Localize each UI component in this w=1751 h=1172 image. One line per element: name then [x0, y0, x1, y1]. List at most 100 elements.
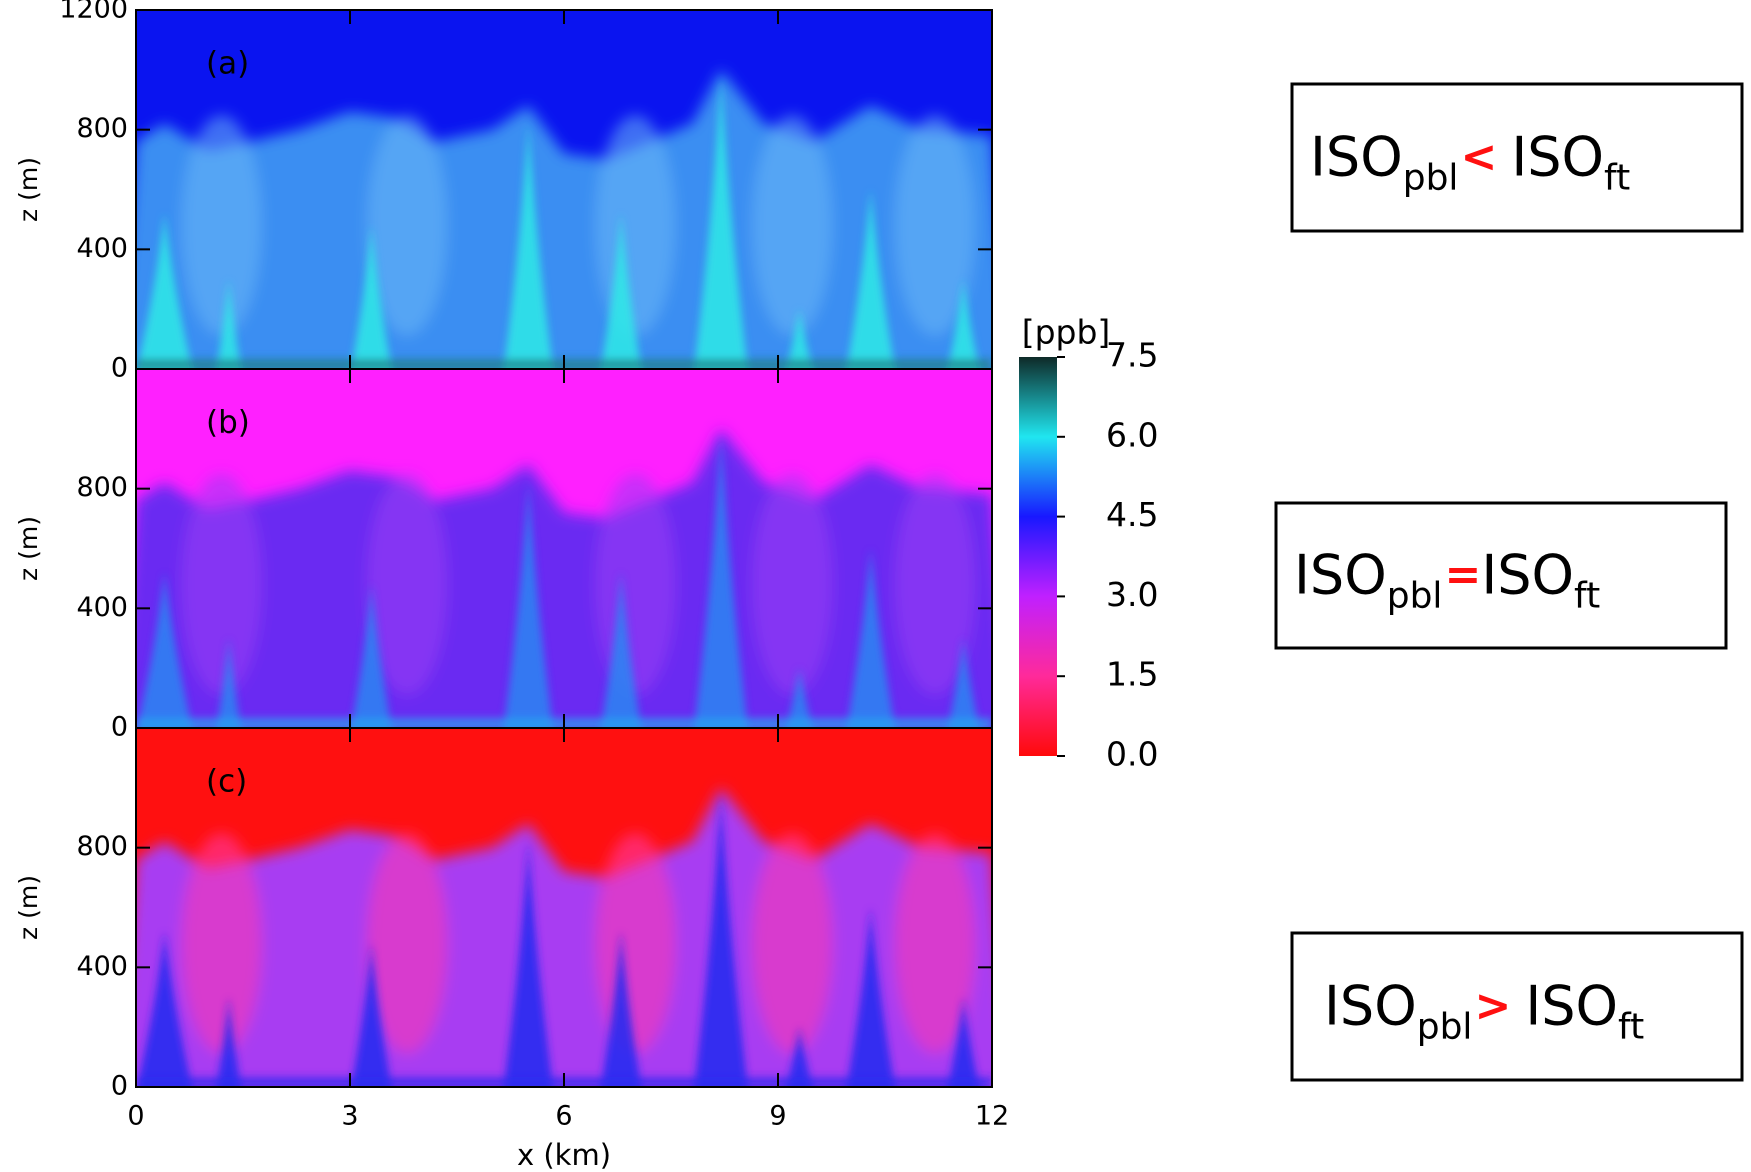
plume: [846, 548, 895, 728]
heatmap-field: [136, 728, 992, 1087]
y-tick-label: 0: [111, 353, 128, 384]
field-patch: [595, 833, 676, 1054]
box-text: ISOpbl=ISOft: [1294, 544, 1600, 617]
operator: >: [1474, 981, 1511, 1032]
plume: [786, 668, 813, 728]
colorbar-tick-label: 7.5: [1106, 336, 1158, 375]
field-patch: [367, 115, 448, 336]
iso-text: ISO: [1310, 126, 1403, 189]
plume: [136, 572, 193, 728]
y-tick-label: 1200: [59, 0, 128, 25]
field-patch: [752, 115, 833, 336]
y-tick-label: 0: [111, 712, 128, 743]
colorbar: [1019, 357, 1057, 756]
operator: =: [1444, 550, 1481, 601]
iso-text: ISO: [1525, 975, 1618, 1038]
iso-text: ISO: [1294, 544, 1387, 607]
annotation-box: ISOpbl=ISOft: [1274, 501, 1728, 650]
subscript: ft: [1604, 158, 1630, 199]
plume: [846, 907, 895, 1087]
field-patch: [595, 115, 676, 336]
subscript: ft: [1618, 1007, 1644, 1048]
y-axis-title: z (m): [14, 875, 43, 940]
plume: [136, 931, 193, 1087]
heatmap-field: [136, 369, 992, 728]
y-tick-label: 800: [76, 472, 128, 503]
panel-label: (a): [206, 46, 249, 82]
plume: [786, 1027, 813, 1087]
subscript: ft: [1574, 576, 1600, 617]
plume: [136, 213, 193, 369]
field-patch: [181, 115, 262, 336]
y-tick-label: 0: [111, 1071, 128, 1102]
plume: [351, 943, 392, 1087]
panel-label: (c): [206, 764, 247, 800]
field-patch: [894, 833, 975, 1054]
x-tick-label: 12: [975, 1101, 1009, 1132]
y-tick-label: 800: [76, 831, 128, 862]
plume: [600, 931, 642, 1087]
plume: [351, 225, 392, 369]
heatmap-field: [136, 10, 992, 369]
plume: [694, 793, 748, 1087]
x-tick-label: 9: [769, 1101, 786, 1132]
x-axis-title: x (km): [517, 1138, 611, 1172]
subscript: pbl: [1417, 1007, 1473, 1048]
colorbar-tick-label: 3.0: [1106, 575, 1158, 614]
y-tick-label: 400: [76, 951, 128, 982]
plume: [947, 279, 980, 369]
colorbar-tick-label: 6.0: [1106, 415, 1158, 454]
plumes: [136, 75, 992, 369]
field-patch: [752, 474, 833, 695]
plume: [600, 213, 642, 369]
subscript: pbl: [1387, 576, 1443, 617]
x-tick-label: 3: [341, 1101, 358, 1132]
panel-label: (b): [206, 405, 250, 441]
x-tick-label: 0: [127, 1101, 144, 1132]
box-frame: [1290, 931, 1744, 1082]
plume: [351, 584, 392, 728]
annotation-box: ISOpbl< ISOft: [1290, 82, 1744, 233]
y-axis-title: z (m): [14, 516, 43, 581]
iso-text: ISO: [1324, 975, 1417, 1038]
colorbar-tick-label: 1.5: [1106, 655, 1158, 694]
y-axis-title: z (m): [14, 157, 43, 222]
plume: [600, 572, 642, 728]
colorbar-tick-label: 0.0: [1106, 735, 1158, 774]
y-tick-label: 400: [76, 233, 128, 264]
iso-text: ISO: [1511, 126, 1604, 189]
colorbar-title: [ppb]: [1022, 313, 1111, 352]
iso-text: ISO: [1481, 544, 1574, 607]
box-text: ISOpbl< ISOft: [1310, 126, 1630, 199]
field-patch: [595, 474, 676, 695]
plume: [503, 841, 553, 1087]
field-patch: [894, 474, 975, 695]
plume: [694, 75, 748, 369]
plume: [846, 189, 895, 369]
y-tick-label: 800: [76, 113, 128, 144]
boundary-layer: [136, 787, 992, 1087]
y-tick-label: 400: [76, 592, 128, 623]
field-patch: [894, 115, 975, 336]
plume: [503, 482, 553, 728]
field-patch: [367, 833, 448, 1054]
plume: [216, 279, 241, 369]
field-patch: [181, 833, 262, 1054]
field-patch: [181, 474, 262, 695]
plume: [216, 638, 241, 728]
plume: [947, 997, 980, 1087]
colorbar-tick-label: 4.5: [1106, 495, 1158, 534]
field-patch: [752, 833, 833, 1054]
field-patch: [367, 474, 448, 695]
plume: [786, 309, 813, 369]
x-tick-label: 6: [555, 1101, 572, 1132]
plume: [216, 997, 241, 1087]
plume: [947, 638, 980, 728]
box-frame: [1290, 82, 1744, 233]
annotation-box: ISOpbl> ISOft: [1290, 931, 1744, 1082]
boundary-layer: [136, 69, 992, 369]
plume: [694, 434, 748, 728]
box-frame: [1274, 501, 1728, 650]
subscript: pbl: [1403, 158, 1459, 199]
